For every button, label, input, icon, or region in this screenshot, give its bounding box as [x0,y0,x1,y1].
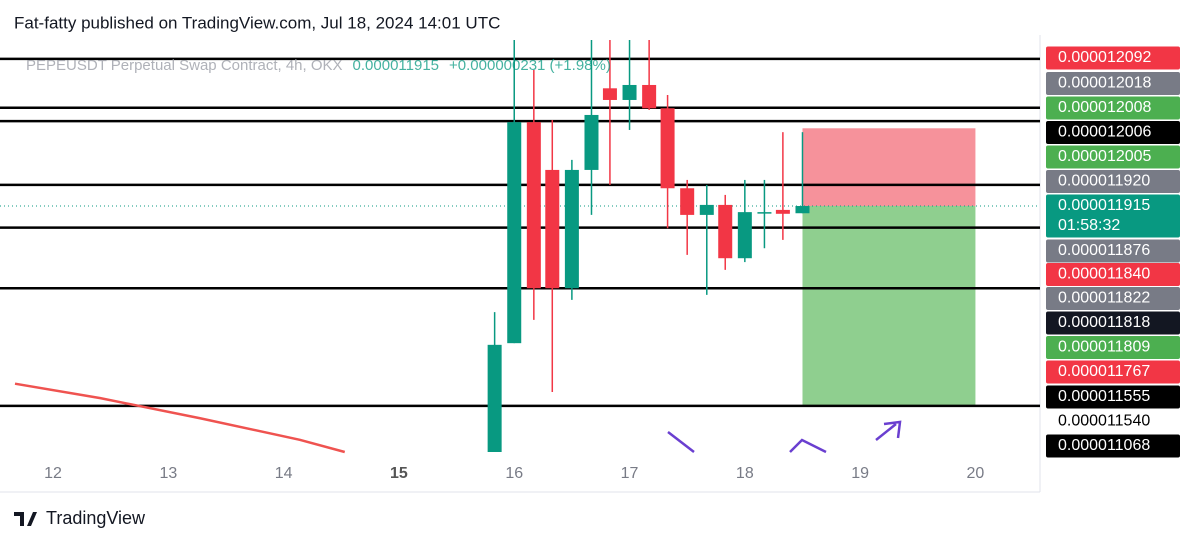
price-label: 0.000012006 [1058,124,1152,141]
candle-body [718,204,733,259]
candle-body [757,212,772,214]
price-label-box [1046,287,1180,310]
candle-body [680,188,695,215]
price-label-box [1046,410,1180,433]
logo [14,512,37,526]
price-label-box [1046,194,1180,238]
header-title: Fat-fatty published on TradingView.com, … [14,13,500,32]
candle-body [660,108,675,189]
last-price: 0.000011915 [353,57,439,74]
candle-body [564,169,579,289]
x-tick-label: 18 [736,465,754,482]
moving-average [14,382,346,454]
candle-body [795,206,810,214]
price-label-box [1046,336,1180,359]
countdown: 01:58:32 [1058,217,1120,234]
price-label-box [1046,385,1180,409]
price-label: 0.000011540 [1058,413,1150,430]
price-label: 0.000011068 [1058,437,1150,454]
footer-brand: TradingView [46,508,146,528]
x-tick-label: 16 [505,465,523,482]
x-tick-label: 19 [851,465,869,482]
price-label-box [1046,46,1180,70]
price-label-box [1046,311,1180,335]
price-label: 0.000012092 [1058,49,1152,66]
candle-body [642,84,657,109]
x-tick-label: 14 [275,465,293,482]
price-label: 0.000012005 [1058,148,1152,165]
symbol: PEPEUSDT Perpetual Swap Contract, 4h, OK… [26,57,343,74]
x-tick-label: 20 [967,465,985,482]
price-label: 0.000012018 [1058,75,1152,92]
x-tick-label: 12 [44,465,62,482]
candle-body [526,122,541,289]
price-label: 0.000011767 [1058,363,1150,380]
price-label-box [1046,145,1180,169]
candle-body [602,88,617,100]
price-label: 0.000011920 [1058,173,1150,190]
x-tick-label: 17 [621,465,639,482]
price-label: 0.000011915 [1058,197,1150,214]
price-label-box [1046,360,1180,384]
price-label-box [1046,121,1180,144]
price-label: 0.000011818 [1058,314,1150,331]
candle-body [737,212,752,259]
candle-body [699,204,714,215]
target-zone [802,206,976,406]
price-label: 0.000011822 [1058,290,1150,307]
price-label: 0.000011876 [1058,242,1150,259]
x-tick-label: 15 [390,465,408,482]
x-tick-label: 13 [159,465,177,482]
price-label-box [1046,96,1180,120]
plot [0,39,1040,454]
annotation-arrows [667,420,902,454]
candle-body [622,84,637,100]
price-label: 0.000012008 [1058,99,1152,116]
stop-zone [802,128,976,207]
price-label-box [1046,239,1180,263]
price-label-box [1046,263,1180,286]
candle-body [487,344,502,452]
price-label: 0.000011809 [1058,339,1150,356]
candle-body [507,122,522,344]
price-label: 0.000011555 [1058,388,1150,405]
price-label-box [1046,434,1180,458]
price-label-box [1046,72,1180,95]
candle-body [775,209,790,214]
symbol-line: PEPEUSDT Perpetual Swap Contract, 4h, OK… [26,57,611,74]
candle-body [584,114,599,170]
price-label-box [1046,170,1180,193]
change: +0.000000231 (+1.98%) [449,57,611,74]
candle-body [545,169,560,289]
price-label: 0.000011840 [1058,266,1150,283]
